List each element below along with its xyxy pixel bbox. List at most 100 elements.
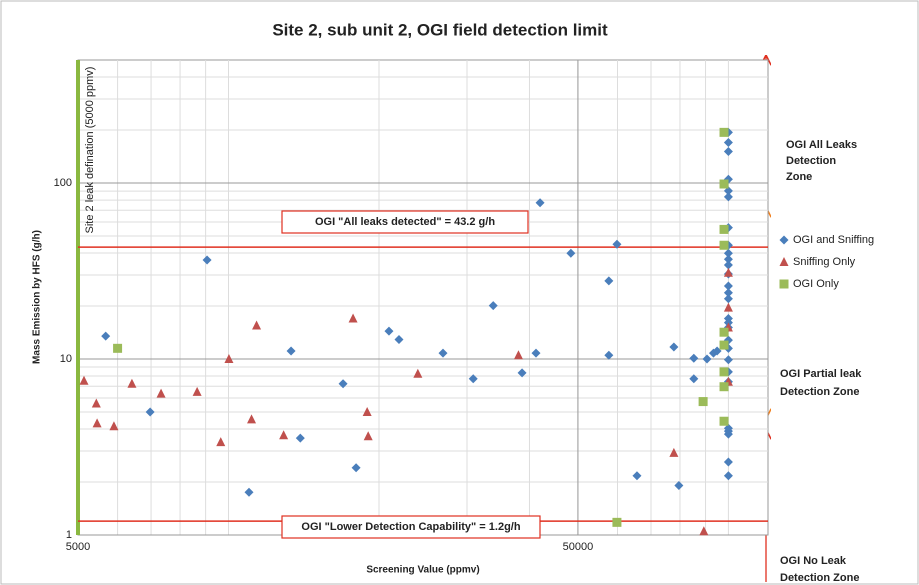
point (723, 192, 733, 202)
point (723, 429, 733, 439)
leak-definition-label: Site 2 leak defination (5000 ppmv) (84, 67, 96, 234)
plot-area (77, 59, 769, 536)
point (669, 447, 679, 457)
legend-marker (779, 279, 789, 289)
point (468, 374, 478, 384)
point (531, 348, 541, 358)
annotation-box (281, 210, 529, 234)
x-axis-label: Screening Value (ppmv) (366, 565, 479, 576)
zone-label: Detection (786, 155, 836, 167)
point (244, 487, 254, 497)
point (566, 248, 576, 258)
point (674, 481, 684, 491)
point (604, 276, 614, 286)
point (91, 398, 101, 408)
x-tick-label: 50000 (563, 541, 594, 553)
point (247, 414, 257, 424)
point (723, 137, 733, 147)
annotation: OGI "All leaks detected" = 43.2 g/h (315, 216, 495, 228)
zone-label: OGI No Leak (780, 555, 847, 567)
point (92, 418, 102, 428)
zone-label: Zone (786, 171, 812, 183)
point (702, 354, 712, 364)
point (224, 354, 234, 364)
point (719, 367, 729, 377)
point (202, 255, 212, 265)
point (192, 386, 202, 396)
point (719, 127, 729, 137)
point (719, 240, 729, 250)
point (723, 186, 733, 196)
point (513, 350, 523, 360)
point (723, 248, 733, 258)
point (348, 313, 358, 323)
point (723, 281, 733, 291)
point (723, 294, 733, 304)
point (612, 517, 622, 527)
legend-label: OGI and Sniffing (793, 234, 874, 246)
point (612, 239, 622, 249)
point (113, 343, 123, 353)
x-tick-label: 5000 (66, 541, 90, 553)
point (712, 346, 722, 356)
zone-label: Detection Zone (780, 386, 859, 398)
point (723, 260, 733, 270)
point (413, 368, 423, 378)
point (362, 406, 372, 416)
legend-marker (779, 257, 789, 266)
point (719, 382, 729, 392)
point (488, 301, 498, 311)
y-tick-label: 10 (60, 353, 72, 365)
annotation: OGI "Lower Detection Capability" = 1.2g/… (301, 521, 520, 533)
point (604, 350, 614, 360)
point (338, 379, 348, 389)
legend-marker (779, 235, 789, 245)
point (127, 378, 137, 388)
y-tick-label: 100 (54, 177, 72, 189)
point (689, 374, 699, 384)
point (699, 526, 709, 536)
zone-label: Detection Zone (780, 572, 859, 584)
zone-label: OGI All Leaks (786, 139, 857, 151)
point (295, 433, 305, 443)
point (698, 397, 708, 407)
y-axis-label: Mass Emission by HFS (g/h) (32, 230, 43, 364)
point (723, 355, 733, 365)
point (723, 471, 733, 481)
point (719, 416, 729, 426)
point (79, 375, 89, 385)
zone-label: OGI Partial leak (780, 368, 862, 380)
point (145, 407, 155, 417)
point (719, 327, 729, 337)
point (216, 437, 226, 447)
legend-label: Sniffing Only (793, 256, 856, 268)
point (101, 331, 111, 341)
point (394, 335, 404, 345)
point (723, 254, 733, 264)
point (723, 457, 733, 467)
point (723, 288, 733, 298)
chart-title: Site 2, sub unit 2, OGI field detection … (272, 20, 608, 39)
annotation-box (281, 515, 541, 539)
point (279, 430, 289, 440)
point (689, 353, 699, 363)
point (632, 471, 642, 481)
point (535, 198, 545, 208)
point (384, 326, 394, 336)
point (723, 267, 733, 277)
y-tick-label: 1 (66, 529, 72, 541)
point (719, 224, 729, 234)
point (723, 147, 733, 157)
point (109, 421, 119, 431)
point (723, 302, 733, 312)
point (286, 346, 296, 356)
point (252, 320, 262, 330)
point (351, 463, 361, 473)
point (363, 431, 373, 441)
point (156, 388, 166, 398)
point (669, 342, 679, 352)
point (438, 348, 448, 358)
point (719, 340, 729, 350)
